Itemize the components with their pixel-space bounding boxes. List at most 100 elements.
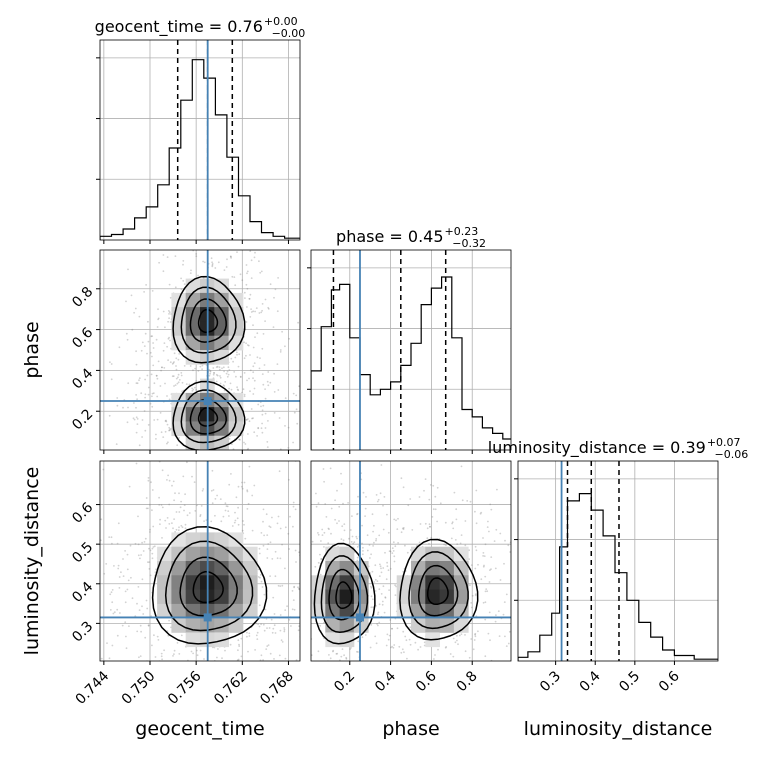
scatter-point: [171, 522, 173, 524]
scatter-point: [162, 436, 165, 438]
scatter-point: [321, 534, 324, 536]
scatter-point: [266, 627, 268, 629]
y-tick-labels-luminosity_distance: 0.3 0.4 0.5 0.6: [69, 500, 96, 646]
scatter-point: [196, 654, 199, 657]
scatter-point: [240, 485, 243, 488]
scatter-point: [258, 604, 261, 607]
scatter-point: [280, 639, 283, 642]
scatter-point: [357, 640, 360, 643]
scatter-point: [243, 669, 245, 671]
scatter-point: [464, 634, 466, 636]
scatter-point: [154, 672, 156, 674]
scatter-point: [175, 528, 178, 531]
scatter-point: [457, 643, 459, 646]
scatter-point: [372, 598, 374, 601]
scatter-point: [445, 646, 448, 648]
x-tick-label: 0.3: [537, 668, 564, 695]
density-cell: [171, 589, 187, 605]
scatter-point: [176, 444, 179, 447]
contour-line: [151, 526, 268, 645]
scatter-point: [302, 592, 304, 594]
scatter-point: [508, 678, 510, 680]
scatter-point: [490, 568, 492, 570]
scatter-point: [394, 584, 396, 587]
scatter-point: [177, 373, 180, 376]
scatter-point: [464, 544, 467, 547]
scatter-point: [488, 611, 491, 614]
scatter-point: [215, 366, 218, 368]
scatter-point: [152, 342, 155, 344]
scatter-point: [174, 255, 177, 257]
scatter-point: [243, 372, 246, 374]
scatter-point: [379, 492, 382, 495]
scatter-point: [180, 374, 183, 377]
scatter-point: [376, 580, 379, 582]
scatter-point: [269, 575, 271, 577]
scatter-point: [177, 376, 179, 379]
scatter-point: [182, 475, 185, 478]
scatter-point: [133, 402, 135, 404]
scatter-point: [351, 535, 354, 538]
scatter-point: [328, 661, 330, 663]
scatter-point: [319, 553, 321, 556]
scatter-point: [487, 520, 489, 523]
scatter-point: [143, 410, 146, 412]
scatter-point: [302, 572, 304, 574]
scatter-point: [476, 669, 478, 671]
scatter-point: [243, 341, 246, 344]
scatter-point: [254, 310, 256, 313]
scatter-point: [318, 675, 320, 677]
scatter-point: [178, 526, 180, 529]
scatter-point: [202, 451, 204, 453]
scatter-point: [306, 569, 308, 571]
y-tick-label: 0.8: [69, 284, 96, 311]
scatter-point: [472, 648, 475, 651]
scatter-point: [512, 546, 514, 548]
scatter-point: [494, 667, 496, 669]
scatter-point: [391, 552, 394, 554]
density-cell: [185, 589, 201, 605]
scatter-point: [402, 527, 405, 529]
scatter-point: [488, 530, 490, 533]
scatter-point: [254, 649, 256, 651]
scatter-point: [100, 657, 103, 660]
scatter-point: [252, 371, 255, 374]
scatter-point: [302, 550, 304, 552]
scatter-point: [205, 706, 207, 708]
scatter-point: [125, 332, 128, 335]
scatter-point: [424, 478, 427, 480]
scatter-point: [392, 550, 395, 552]
scatter-point: [266, 441, 269, 443]
scatter-point: [302, 587, 304, 589]
scatter-point: [119, 612, 121, 614]
scatter-point: [210, 242, 212, 244]
scatter-point: [483, 555, 486, 557]
title-sub: −0.32: [452, 237, 486, 250]
scatter-point: [482, 552, 485, 554]
x-tick-label: 0.4: [577, 668, 604, 695]
scatter-point: [361, 636, 364, 639]
scatter-point: [167, 320, 170, 323]
contour-line: [179, 556, 238, 617]
scatter-point: [486, 590, 489, 593]
scatter-point: [348, 537, 350, 540]
scatter-point: [376, 623, 378, 625]
scatter-point: [143, 291, 146, 293]
scatter-point: [164, 382, 166, 385]
scatter-point: [256, 631, 259, 634]
scatter-point: [145, 497, 148, 499]
scatter-point: [377, 611, 380, 614]
scatter-point: [118, 576, 121, 578]
scatter-point: [246, 489, 249, 492]
density-cell: [228, 603, 244, 619]
x-axis-label-phase: phase: [382, 718, 439, 740]
scatter-point: [236, 251, 238, 254]
scatter-point: [172, 362, 175, 364]
scatter-point: [160, 369, 163, 372]
scatter-point: [366, 534, 369, 537]
scatter-point: [262, 404, 265, 407]
scatter-point: [214, 267, 217, 269]
scatter-point: [507, 642, 510, 645]
scatter-point: [110, 363, 113, 365]
scatter-point: [291, 590, 294, 592]
